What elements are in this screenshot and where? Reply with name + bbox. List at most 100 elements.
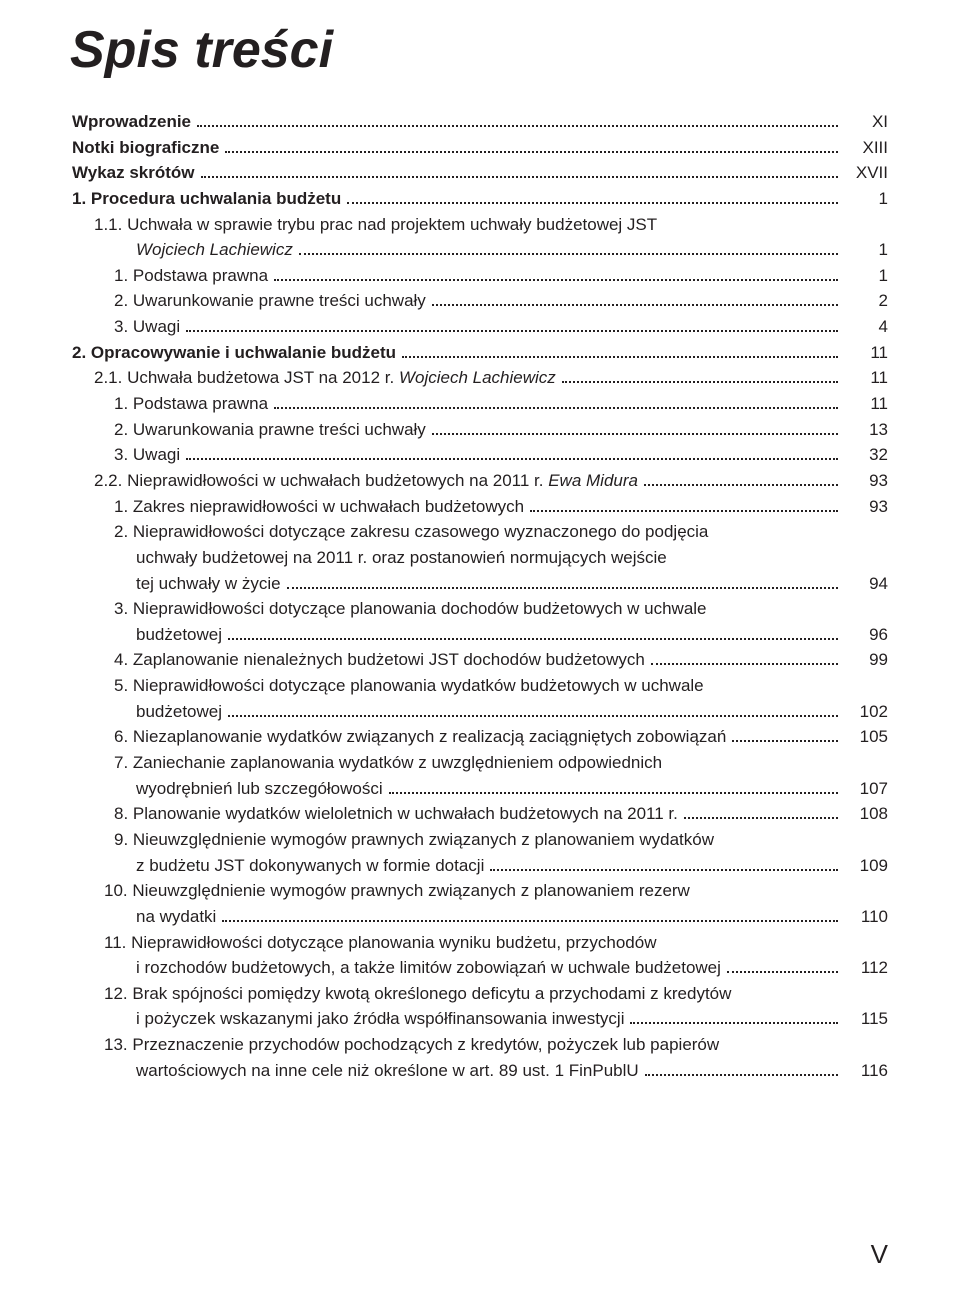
toc-leader	[630, 1011, 838, 1025]
toc-row: 10. Nieuwzględnienie wymogów prawnych zw…	[72, 879, 888, 904]
toc-leader	[389, 780, 838, 794]
toc-author: Ewa Midura	[548, 469, 638, 494]
toc-label: 1. Procedura uchwalania budżetu	[72, 187, 341, 212]
footer-page-number: V	[871, 1239, 888, 1270]
toc-row: uchwały budżetowej na 2011 r. oraz posta…	[72, 546, 888, 571]
toc-row: 1. Procedura uchwalania budżetu 1	[72, 187, 888, 212]
toc-leader	[530, 498, 838, 512]
toc-label: 1. Podstawa prawna	[114, 264, 268, 289]
toc-page-number: 11	[844, 366, 888, 391]
toc-row: tej uchwały w życie 94	[72, 572, 888, 597]
toc-row: 1. Podstawa prawna11	[72, 392, 888, 417]
toc-label: 7. Zaniechanie zaplanowania wydatków z u…	[114, 751, 662, 776]
toc-row: 2. Nieprawidłowości dotyczące zakresu cz…	[72, 520, 888, 545]
toc-leader	[186, 318, 838, 332]
toc-page-number: 1	[844, 264, 888, 289]
toc-label: tej uchwały w życie	[136, 572, 281, 597]
toc-page-number: 4	[844, 315, 888, 340]
toc-page-number: 109	[844, 854, 888, 879]
toc-leader	[684, 805, 838, 819]
toc-row: 9. Nieuwzględnienie wymogów prawnych zwi…	[72, 828, 888, 853]
toc-row: 3. Nieprawidłowości dotyczące planowania…	[72, 597, 888, 622]
toc-page-number: 107	[844, 777, 888, 802]
toc-page-number: 96	[844, 623, 888, 648]
toc-leader	[645, 1062, 838, 1076]
toc-label: 1.1. Uchwała w sprawie trybu prac nad pr…	[94, 213, 657, 238]
toc-label: wyodrębnień lub szczegółowości	[136, 777, 383, 802]
toc-label: 3. Nieprawidłowości dotyczące planowania…	[114, 597, 707, 622]
toc-row: 12. Brak spójności pomiędzy kwotą określ…	[72, 982, 888, 1007]
toc-row: 2. Uwarunkowanie prawne treści uchwały 2	[72, 289, 888, 314]
toc-page-number: 32	[844, 443, 888, 468]
toc-label: Wprowadzenie	[72, 110, 191, 135]
toc-page-number: 94	[844, 572, 888, 597]
toc-leader	[432, 421, 838, 435]
toc-row: 4. Zaplanowanie nienależnych budżetowi J…	[72, 648, 888, 673]
toc-page-number: 116	[844, 1059, 888, 1084]
toc-leader	[197, 113, 838, 127]
toc-row: 2. Uwarunkowania prawne treści uchwały 13	[72, 418, 888, 443]
toc-page-number: XIII	[844, 136, 888, 161]
toc-label: 13. Przeznaczenie przychodów pochodzącyc…	[104, 1033, 719, 1058]
toc-leader	[347, 190, 838, 204]
toc-page-number: XI	[844, 110, 888, 135]
toc-leader	[299, 241, 838, 255]
toc-label: 2. Opracowywanie i uchwalanie budżetu	[72, 341, 396, 366]
toc-leader	[274, 395, 838, 409]
toc-label: i pożyczek wskazanymi jako źródła współf…	[136, 1007, 624, 1032]
toc-row: Wprowadzenie XI	[72, 110, 888, 135]
toc-label: z budżetu JST dokonywanych w formie dota…	[136, 854, 484, 879]
toc-page-number: 105	[844, 725, 888, 750]
toc-leader	[274, 267, 838, 281]
toc-page-number: 93	[844, 469, 888, 494]
toc-page-number: 13	[844, 418, 888, 443]
toc-row: 2.1. Uchwała budżetowa JST na 2012 r. Wo…	[72, 366, 888, 391]
toc-page-number: 112	[844, 956, 888, 981]
toc-row: i rozchodów budżetowych, a także limitów…	[72, 956, 888, 981]
toc-label: i rozchodów budżetowych, a także limitów…	[136, 956, 721, 981]
toc-page-number: 108	[844, 802, 888, 827]
toc-author: Wojciech Lachiewicz	[399, 366, 556, 391]
toc-page-number: 2	[844, 289, 888, 314]
toc-row: wartościowych na inne cele niż określone…	[72, 1059, 888, 1084]
toc-label: budżetowej	[136, 700, 222, 725]
toc-row: Notki biograficzne XIII	[72, 136, 888, 161]
toc-page-number: 99	[844, 648, 888, 673]
toc-page-number: 11	[844, 392, 888, 417]
toc-leader	[201, 164, 838, 178]
toc-label: 12. Brak spójności pomiędzy kwotą określ…	[104, 982, 731, 1007]
toc-label: 10. Nieuwzględnienie wymogów prawnych zw…	[104, 879, 690, 904]
toc-page-number: 93	[844, 495, 888, 520]
toc-row: z budżetu JST dokonywanych w formie dota…	[72, 854, 888, 879]
toc-label: 11. Nieprawidłowości dotyczące planowani…	[104, 931, 656, 956]
toc-label: na wydatki	[136, 905, 216, 930]
page-title: Spis treści	[70, 20, 888, 80]
toc-page-number: 102	[844, 700, 888, 725]
toc-label: Notki biograficzne	[72, 136, 219, 161]
toc-row: 1. Podstawa prawna 1	[72, 264, 888, 289]
toc-row: Wojciech Lachiewicz 1	[72, 238, 888, 263]
toc-label: 2. Uwarunkowanie prawne treści uchwały	[114, 289, 426, 314]
toc-label: 1. Zakres nieprawidłowości w uchwałach b…	[114, 495, 524, 520]
toc-label: wartościowych na inne cele niż określone…	[136, 1059, 639, 1084]
toc-leader	[287, 575, 838, 589]
toc-label: 4. Zaplanowanie nienależnych budżetowi J…	[114, 648, 645, 673]
toc-leader	[186, 446, 838, 460]
toc-label: uchwały budżetowej na 2011 r. oraz posta…	[136, 546, 667, 571]
toc-label: 6. Niezaplanowanie wydatków związanych z…	[114, 725, 726, 750]
toc-leader	[651, 652, 838, 666]
toc-label: 5. Nieprawidłowości dotyczące planowania…	[114, 674, 704, 699]
toc-label: budżetowej	[136, 623, 222, 648]
toc-row: 3. Uwagi4	[72, 315, 888, 340]
toc-row: 8. Planowanie wydatków wieloletnich w uc…	[72, 802, 888, 827]
toc-leader	[228, 703, 838, 717]
toc-row: 7. Zaniechanie zaplanowania wydatków z u…	[72, 751, 888, 776]
toc-row: 5. Nieprawidłowości dotyczące planowania…	[72, 674, 888, 699]
toc-leader	[225, 139, 838, 153]
toc-label: Wykaz skrótów	[72, 161, 195, 186]
toc-label: Wojciech Lachiewicz	[136, 238, 293, 263]
toc-row: 11. Nieprawidłowości dotyczące planowani…	[72, 931, 888, 956]
toc-label: 2. Uwarunkowania prawne treści uchwały	[114, 418, 426, 443]
toc-page-number: 1	[844, 187, 888, 212]
toc-page-number: 1	[844, 238, 888, 263]
